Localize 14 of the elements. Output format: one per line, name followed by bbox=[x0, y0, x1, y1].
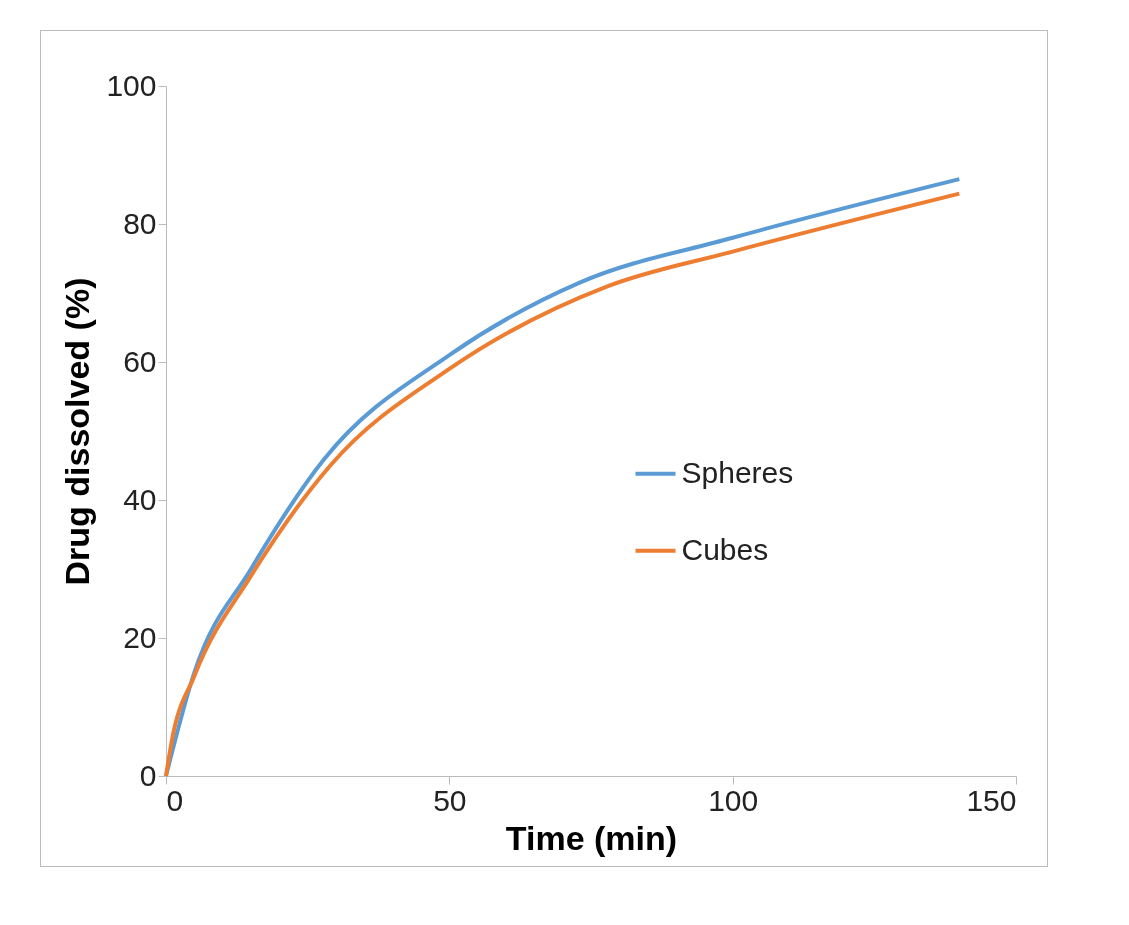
y-tick-label: 0 bbox=[139, 758, 157, 792]
y-tick-label: 20 bbox=[123, 620, 157, 654]
x-tick-label: 100 bbox=[708, 783, 759, 817]
y-tick-label: 80 bbox=[123, 206, 157, 240]
x-axis-title: Time (min) bbox=[505, 818, 678, 857]
y-tick-label: 40 bbox=[123, 482, 157, 516]
legend-label: Cubes bbox=[681, 532, 769, 566]
x-tick-label: 0 bbox=[166, 783, 184, 817]
y-axis-title: Drug dissolved (%) bbox=[58, 277, 97, 586]
legend-label: Spheres bbox=[681, 455, 794, 489]
x-tick-label: 50 bbox=[433, 783, 467, 817]
y-tick-label: 100 bbox=[106, 68, 157, 102]
x-tick-label: 150 bbox=[966, 783, 1017, 817]
y-tick-label: 60 bbox=[123, 344, 157, 378]
